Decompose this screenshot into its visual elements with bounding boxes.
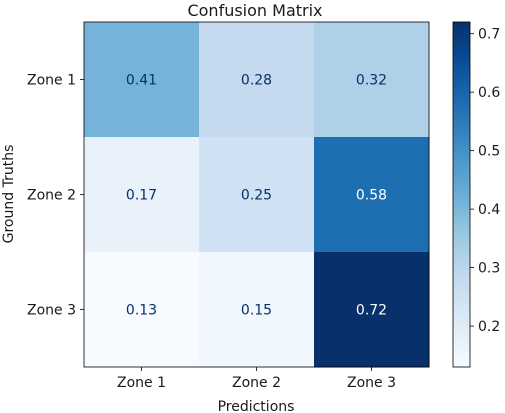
cell-value-label: 0.58 [356,188,387,204]
heatmap-cell [84,22,200,138]
cell-value-label: 0.32 [356,73,387,89]
heatmap-cell [314,252,430,368]
colorbar-tick-label: 0.5 [478,144,500,160]
cell-value-label: 0.15 [241,303,272,319]
colorbar [452,21,471,368]
heatmap-cell [314,22,430,138]
y-tick-label: Zone 2 [27,188,76,204]
y-axis-ticks: Zone 1 Zone 2 Zone 3 [27,73,84,319]
y-tick-label: Zone 3 [27,303,76,319]
heatmap-cells [84,22,430,368]
x-tick-label: Zone 2 [232,375,281,391]
x-tick-label: Zone 3 [347,375,396,391]
y-tick-label: Zone 1 [27,73,76,89]
heatmap-cell [199,22,315,138]
heatmap-cell [199,252,315,368]
colorbar-ticks: 0.2 0.3 0.4 0.5 0.6 0.7 [470,27,500,335]
colorbar-tick-label: 0.6 [478,85,500,101]
colorbar-tick-label: 0.2 [478,319,500,335]
heatmap-cell [84,252,200,368]
colorbar-tick-label: 0.4 [478,202,500,218]
x-axis-ticks: Zone 1 Zone 2 Zone 3 [117,367,396,391]
x-tick-label: Zone 1 [117,375,166,391]
cell-value-label: 0.13 [126,303,157,319]
cell-value-label: 0.25 [241,188,272,204]
chart-title: Confusion Matrix [187,1,322,20]
heatmap-cell [314,137,430,253]
y-axis-label: Ground Truths [1,145,17,244]
colorbar-tick-label: 0.7 [478,27,500,43]
heatmap-cell [84,137,200,253]
cell-value-label: 0.28 [241,73,272,89]
heatmap-cell [199,137,315,253]
cell-value-label: 0.17 [126,188,157,204]
x-axis-label: Predictions [218,399,295,413]
cell-value-label: 0.72 [356,303,387,319]
cell-value-label: 0.41 [126,73,157,89]
colorbar-tick-label: 0.3 [478,261,500,277]
heatmap-cell-labels: 0.41 0.28 0.32 0.17 0.25 0.58 0.13 0.15 0.72 [126,73,387,319]
